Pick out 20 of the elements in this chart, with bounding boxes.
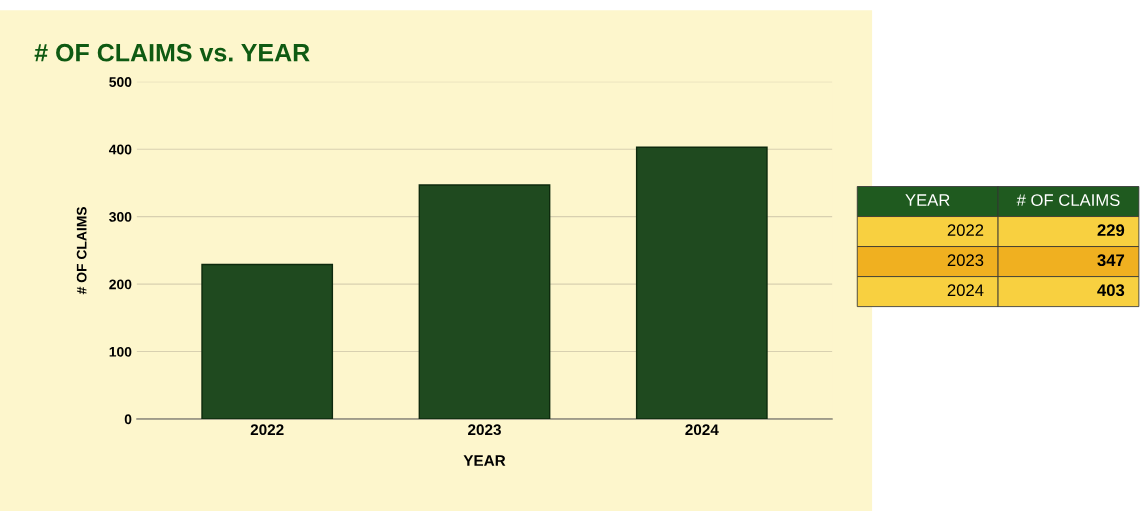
text: 347 — [1097, 254, 1125, 267]
x-axis-title: YEAR — [463, 455, 506, 466]
chart-title: # OF CLAIMS vs. YEAR — [34, 43, 310, 62]
y-tick-label: 500 — [109, 77, 132, 87]
text: 229 — [1097, 224, 1125, 237]
y-tick-label: 300 — [109, 212, 132, 222]
y-tick-label: 400 — [108, 144, 132, 155]
x-tick-label: 2023 — [468, 424, 501, 436]
text: 403 — [1097, 284, 1125, 297]
x-tick-label: 2022 — [250, 424, 284, 436]
x-tick-label: 2024 — [685, 424, 719, 436]
text: YEAR — [905, 194, 950, 206]
text: # OF CLAIMS — [1016, 194, 1120, 206]
y-tick-label: 0 — [124, 414, 132, 425]
y-tick-label: 200 — [109, 279, 132, 290]
category-label: 2023 — [947, 254, 984, 267]
y-tick-label: 100 — [109, 346, 132, 357]
y-axis-title: # OF CLAIMS — [76, 206, 87, 295]
category-label: 2024 — [947, 284, 984, 297]
category-label: 2022 — [947, 224, 984, 237]
